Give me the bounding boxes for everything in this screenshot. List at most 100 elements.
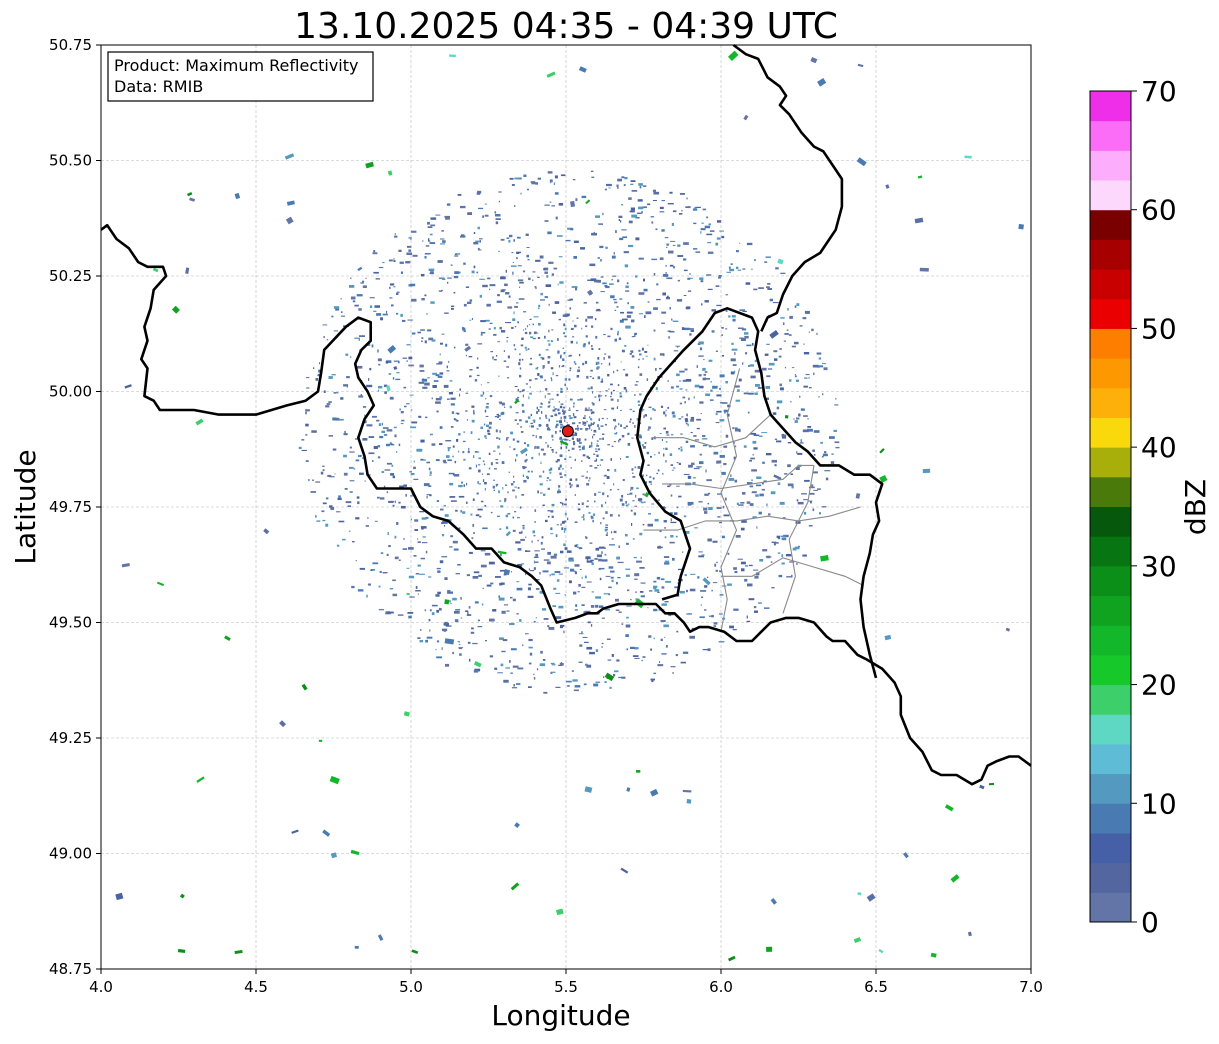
echo-pixel bbox=[717, 516, 721, 518]
echo-pixel bbox=[609, 283, 614, 285]
echo-pixel bbox=[824, 470, 831, 472]
echo-pixel bbox=[444, 514, 449, 517]
echo-pixel bbox=[548, 418, 550, 422]
echo-pixel bbox=[647, 523, 653, 527]
echo-pixel bbox=[586, 664, 592, 668]
echo-pixel bbox=[556, 235, 563, 237]
echo-pixel bbox=[521, 563, 525, 565]
echo-pixel bbox=[355, 459, 360, 462]
echo-pixel bbox=[613, 418, 616, 422]
echo-pixel bbox=[633, 556, 637, 559]
echo-pixel bbox=[521, 530, 523, 534]
echo-pixel bbox=[582, 421, 584, 423]
echo-pixel bbox=[610, 531, 613, 534]
echo-pixel bbox=[530, 422, 534, 425]
echo-pixel bbox=[467, 611, 469, 615]
echo-pixel bbox=[467, 641, 471, 644]
echo-pixel bbox=[505, 526, 509, 530]
echo-pixel bbox=[489, 655, 494, 658]
echo-pixel bbox=[616, 406, 619, 410]
echo-pixel bbox=[577, 428, 579, 432]
echo-pixel bbox=[681, 209, 683, 212]
echo-streak bbox=[546, 71, 556, 78]
echo-pixel bbox=[539, 572, 541, 575]
echo-pixel bbox=[560, 550, 564, 554]
echo-pixel bbox=[488, 426, 492, 429]
echo-pixel bbox=[771, 587, 775, 589]
echo-pixel bbox=[541, 548, 545, 550]
echo-pixel bbox=[622, 479, 625, 481]
echo-pixel bbox=[362, 285, 367, 288]
echo-pixel bbox=[468, 447, 470, 451]
echo-pixel bbox=[574, 570, 576, 573]
echo-pixel bbox=[626, 616, 629, 619]
echo-pixel bbox=[500, 553, 502, 557]
echo-pixel bbox=[495, 429, 498, 433]
echo-pixel bbox=[618, 215, 623, 218]
echo-pixel bbox=[539, 492, 543, 494]
echo-pixel bbox=[616, 556, 620, 560]
echo-pixel bbox=[545, 284, 552, 287]
echo-pixel bbox=[644, 351, 648, 353]
echo-pixel bbox=[484, 504, 487, 507]
echo-pixel bbox=[435, 594, 440, 597]
echo-pixel bbox=[483, 423, 486, 426]
echo-pixel bbox=[657, 546, 663, 549]
echo-pixel bbox=[538, 475, 542, 478]
echo-pixel bbox=[360, 394, 362, 397]
echo-pixel bbox=[340, 315, 345, 317]
echo-pixel bbox=[591, 232, 597, 236]
echo-pixel bbox=[424, 609, 426, 612]
echo-pixel bbox=[456, 253, 461, 255]
echo-pixel bbox=[663, 274, 669, 277]
echo-pixel bbox=[582, 636, 588, 638]
echo-pixel bbox=[702, 367, 706, 371]
echo-pixel bbox=[620, 424, 622, 427]
echo-pixel bbox=[526, 444, 530, 447]
echo-pixel bbox=[639, 393, 642, 396]
echo-pixel bbox=[647, 429, 650, 431]
echo-pixel bbox=[373, 446, 378, 449]
echo-pixel bbox=[458, 484, 463, 488]
echo-streak bbox=[263, 528, 270, 535]
echo-pixel bbox=[653, 454, 656, 456]
echo-streak bbox=[636, 770, 641, 773]
echo-pixel bbox=[540, 402, 542, 405]
echo-pixel bbox=[676, 299, 683, 302]
echo-pixel bbox=[560, 174, 566, 177]
echo-pixel bbox=[357, 589, 364, 592]
echo-pixel bbox=[552, 451, 554, 453]
echo-pixel bbox=[519, 506, 522, 509]
echo-pixel bbox=[626, 574, 630, 577]
echo-pixel bbox=[479, 238, 483, 240]
echo-pixel bbox=[535, 259, 541, 262]
echo-pixel bbox=[678, 495, 682, 498]
echo-pixel bbox=[578, 441, 582, 444]
echo-pixel bbox=[755, 494, 759, 497]
echo-pixel bbox=[730, 474, 732, 478]
echo-pixel bbox=[807, 500, 813, 502]
echo-pixel bbox=[561, 527, 564, 530]
echo-pixel bbox=[602, 212, 604, 216]
echo-pixel bbox=[576, 484, 579, 488]
echo-streak bbox=[727, 955, 736, 962]
echo-pixel bbox=[574, 363, 577, 365]
echo-pixel bbox=[646, 378, 649, 381]
echo-pixel bbox=[592, 519, 594, 523]
echo-pixel bbox=[562, 502, 564, 506]
echo-pixel bbox=[428, 618, 431, 622]
echo-pixel bbox=[389, 396, 394, 400]
echo-pixel bbox=[669, 307, 671, 310]
echo-pixel bbox=[521, 358, 524, 361]
x-tick-label: 4.0 bbox=[89, 978, 113, 996]
echo-pixel bbox=[458, 495, 465, 498]
echo-pixel bbox=[641, 347, 644, 351]
echo-pixel bbox=[518, 401, 520, 403]
echo-pixel bbox=[588, 424, 591, 427]
region-boundary-line bbox=[721, 557, 864, 586]
echo-pixel bbox=[571, 286, 578, 288]
echo-pixel bbox=[477, 619, 480, 622]
echo-pixel bbox=[598, 394, 601, 398]
echo-pixel bbox=[421, 298, 425, 301]
echo-pixel bbox=[685, 440, 689, 443]
